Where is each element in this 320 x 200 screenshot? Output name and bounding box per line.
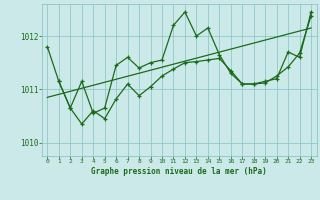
X-axis label: Graphe pression niveau de la mer (hPa): Graphe pression niveau de la mer (hPa): [91, 167, 267, 176]
